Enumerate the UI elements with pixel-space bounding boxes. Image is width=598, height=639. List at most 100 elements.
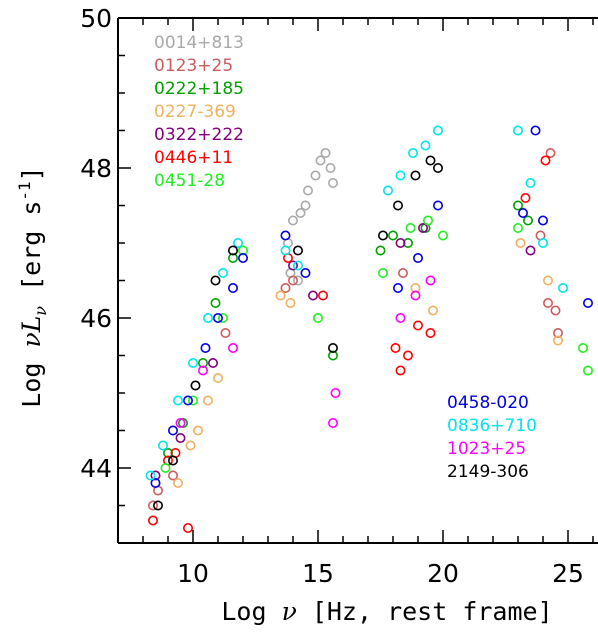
data-point [173,477,184,488]
data-point [183,395,194,406]
data-point [148,515,159,526]
data-point [168,425,179,436]
data-point [292,260,303,271]
data-point [330,387,341,398]
data-point [168,470,179,481]
data-point [153,500,164,511]
data-point [173,395,184,406]
series-0123+25 [148,148,563,511]
data-point [405,223,416,234]
x-axis-label-prefix: Log [221,597,281,626]
data-point [432,125,443,136]
data-point [412,253,423,264]
data-point [537,238,548,249]
data-point [515,238,526,249]
data-point [228,282,239,293]
series-1023+25 [175,275,436,428]
series-0446+11 [148,155,551,533]
data-point [522,215,533,226]
data-point [203,312,214,323]
series-0836+710 [145,125,568,481]
data-point [432,163,443,174]
data-point [228,253,239,264]
x-tick-label: 15 [302,559,334,588]
data-point [203,395,214,406]
data-point [410,290,421,301]
data-point [577,342,588,353]
series-0458-020 [150,125,593,488]
data-point [228,245,239,256]
data-point [198,357,209,368]
y-tick-label: 46 [80,304,112,333]
data-point [190,380,201,391]
data-point [315,155,326,166]
data-point [312,312,323,323]
data-point [300,200,311,211]
data-point [238,253,249,264]
data-point [525,245,536,256]
data-point [168,455,179,466]
data-point [280,282,291,293]
data-point [540,155,551,166]
data-point [530,125,541,136]
data-point [387,230,398,241]
data-point [395,238,406,249]
data-point [437,230,448,241]
data-point [512,125,523,136]
data-point [425,155,436,166]
data-point [218,312,229,323]
data-point [287,275,298,286]
legend: 0014+813 0123+25 0222+185 0227-369 0322+222 0… [154,33,537,482]
data-point [188,357,199,368]
data-point [375,245,386,256]
data-point [233,238,244,249]
data-point [325,163,336,174]
data-point [285,297,296,308]
data-point [550,305,561,316]
data-point [287,215,298,226]
data-point [218,267,229,278]
data-point [407,148,418,159]
data-point [213,312,224,323]
legend-entry-0458-020: 0458-020 [447,393,529,413]
data-point [410,282,421,293]
data-point [412,320,423,331]
data-point [417,223,428,234]
data-point [292,275,303,286]
data-point [210,275,221,286]
data-point [410,170,421,181]
data-point [582,297,593,308]
data-point [213,372,224,383]
series-0014+813 [282,148,338,286]
data-point [145,470,156,481]
data-point [432,200,443,211]
legend-entry-0446+11: 0446+11 [154,148,233,168]
data-point [392,200,403,211]
y-axis-label-bracket: [erg s [17,201,46,306]
data-point [392,282,403,293]
series-0227-369 [173,238,563,488]
data-point [302,185,313,196]
x-tick-label: 10 [177,559,209,588]
data-point [422,215,433,226]
data-point [525,178,536,189]
data-point [395,365,406,376]
data-point [295,208,306,219]
data-point [280,245,291,256]
legend-entry-2149-306: 2149-306 [447,462,529,482]
data-point [512,200,523,211]
y-axis-label: Log νLν [erg s-1] [15,166,50,407]
data-point [220,327,231,338]
data-point [320,148,331,159]
legend-entry-0222+185: 0222+185 [154,79,244,99]
data-point [425,327,436,338]
data-point [390,342,401,353]
data-point [183,522,194,533]
legend-entry-1023+25: 1023+25 [447,439,526,459]
series-0451-28 [160,215,593,473]
data-point [175,417,186,428]
axes: 10 15 20 25 44 46 48 50 [80,4,598,588]
data-point [402,238,413,249]
data-point [397,267,408,278]
